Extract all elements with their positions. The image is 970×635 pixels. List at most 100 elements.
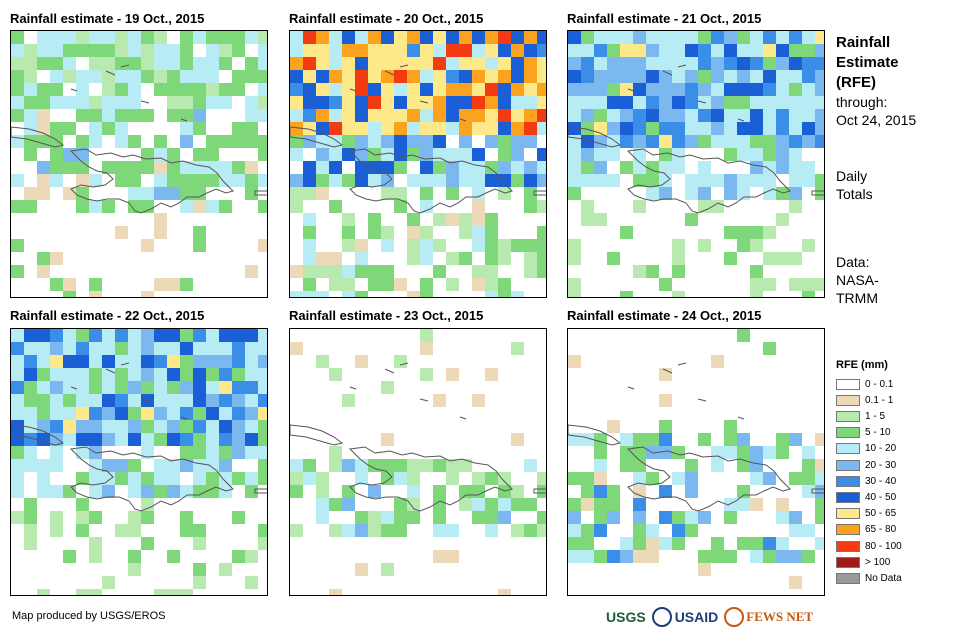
- rainfall-cell: [802, 239, 815, 252]
- rainfall-cell: [141, 446, 154, 459]
- rainfall-cell: [342, 174, 355, 187]
- rainfall-cell: [50, 96, 63, 109]
- rainfall-cell: [394, 187, 407, 200]
- legend-label: 10 - 20: [865, 443, 897, 455]
- rainfall-cell: [115, 407, 128, 420]
- rainfall-cell: [685, 459, 698, 472]
- rainfall-cell: [342, 31, 355, 44]
- rainfall-cell: [193, 342, 206, 355]
- rainfall-cell: [672, 44, 685, 57]
- rainfall-cell: [459, 57, 472, 70]
- rainfall-cell: [154, 278, 167, 291]
- rainfall-cell: [50, 511, 63, 524]
- rainfall-cell: [89, 394, 102, 407]
- rainfall-cell: [472, 187, 485, 200]
- rainfall-cell: [206, 70, 219, 83]
- legend-item: 50 - 65: [836, 507, 896, 521]
- rainfall-cell: [76, 381, 89, 394]
- rainfall-cell: [446, 148, 459, 161]
- rainfall-cell: [63, 161, 76, 174]
- rainfall-cell: [206, 161, 219, 174]
- rainfall-cell: [206, 420, 219, 433]
- rainfall-cell: [37, 485, 50, 498]
- rainfall-cell: [659, 420, 672, 433]
- fews-ring-icon: [724, 607, 745, 627]
- rainfall-cell: [115, 381, 128, 394]
- rainfall-cell: [342, 109, 355, 122]
- rainfall-cell: [711, 200, 724, 213]
- rainfall-cell: [568, 83, 581, 96]
- rainfall-cell: [245, 174, 258, 187]
- rainfall-cell: [193, 187, 206, 200]
- rainfall-cell: [128, 433, 141, 446]
- rainfall-cell: [511, 433, 524, 446]
- rainfall-cell: [37, 252, 50, 265]
- rainfall-cell: [303, 96, 316, 109]
- rainfall-cell: [485, 109, 498, 122]
- rainfall-cell: [620, 226, 633, 239]
- rainfall-cell: [102, 394, 115, 407]
- rainfall-cell: [485, 122, 498, 135]
- rainfall-cell: [154, 148, 167, 161]
- rainfall-cell: [763, 57, 776, 70]
- rainfall-cell: [620, 537, 633, 550]
- rainfall-cell: [24, 459, 37, 472]
- rainfall-cell: [433, 174, 446, 187]
- rainfall-cell: [698, 550, 711, 563]
- rainfall-cell: [776, 57, 789, 70]
- rainfall-cell: [568, 291, 581, 297]
- rainfall-cell: [342, 239, 355, 252]
- rainfall-cell: [750, 291, 763, 297]
- legend-swatch: [836, 524, 860, 536]
- rainfall-cell: [193, 148, 206, 161]
- rainfall-cell: [37, 31, 50, 44]
- hispaniola-outline: [626, 148, 791, 214]
- rainfall-map-22: [11, 329, 267, 595]
- rainfall-cell: [102, 31, 115, 44]
- island-outline: [384, 368, 395, 374]
- rainfall-cell: [607, 57, 620, 70]
- rainfall-cell: [498, 44, 511, 57]
- island-outline: [737, 118, 745, 122]
- rainfall-cell: [303, 278, 316, 291]
- rainfall-cell: [711, 31, 724, 44]
- rainfall-cell: [167, 329, 180, 342]
- rainfall-cell: [11, 70, 24, 83]
- rainfall-cell: [342, 278, 355, 291]
- rainfall-cell: [407, 83, 420, 96]
- rainfall-cell: [141, 31, 154, 44]
- rainfall-cell: [193, 472, 206, 485]
- logo-strip: USGS USAID FEWS NET: [606, 604, 813, 630]
- panel-title-22: Rainfall estimate - 22 Oct., 2015: [10, 308, 205, 323]
- rainfall-cell: [50, 122, 63, 135]
- rainfall-cell: [245, 433, 258, 446]
- rainfall-cell: [258, 174, 267, 187]
- rainfall-cell: [737, 44, 750, 57]
- rainfall-cell: [711, 459, 724, 472]
- rainfall-cell: [789, 524, 802, 537]
- rainfall-cell: [206, 31, 219, 44]
- rainfall-cell: [290, 148, 303, 161]
- rainfall-cell: [511, 57, 524, 70]
- rainfall-cell: [394, 161, 407, 174]
- rainfall-cell: [232, 44, 245, 57]
- legend-swatch: [836, 443, 860, 455]
- rainfall-cell: [485, 70, 498, 83]
- rainfall-cell: [193, 226, 206, 239]
- rainfall-cell: [394, 278, 407, 291]
- rainfall-cell: [776, 31, 789, 44]
- rainfall-cell: [802, 446, 815, 459]
- rainfall-cell: [537, 161, 546, 174]
- rainfall-cell: [633, 498, 646, 511]
- rainfall-cell: [89, 278, 102, 291]
- rainfall-cell: [381, 239, 394, 252]
- rainfall-cell: [524, 524, 537, 537]
- rainfall-cell: [524, 70, 537, 83]
- rainfall-cell: [537, 226, 546, 239]
- rainfall-cell: [672, 83, 685, 96]
- rainfall-cell: [659, 122, 672, 135]
- rainfall-cell: [776, 44, 789, 57]
- rainfall-cell: [316, 44, 329, 57]
- rainfall-cell: [711, 83, 724, 96]
- rainfall-cell: [472, 148, 485, 161]
